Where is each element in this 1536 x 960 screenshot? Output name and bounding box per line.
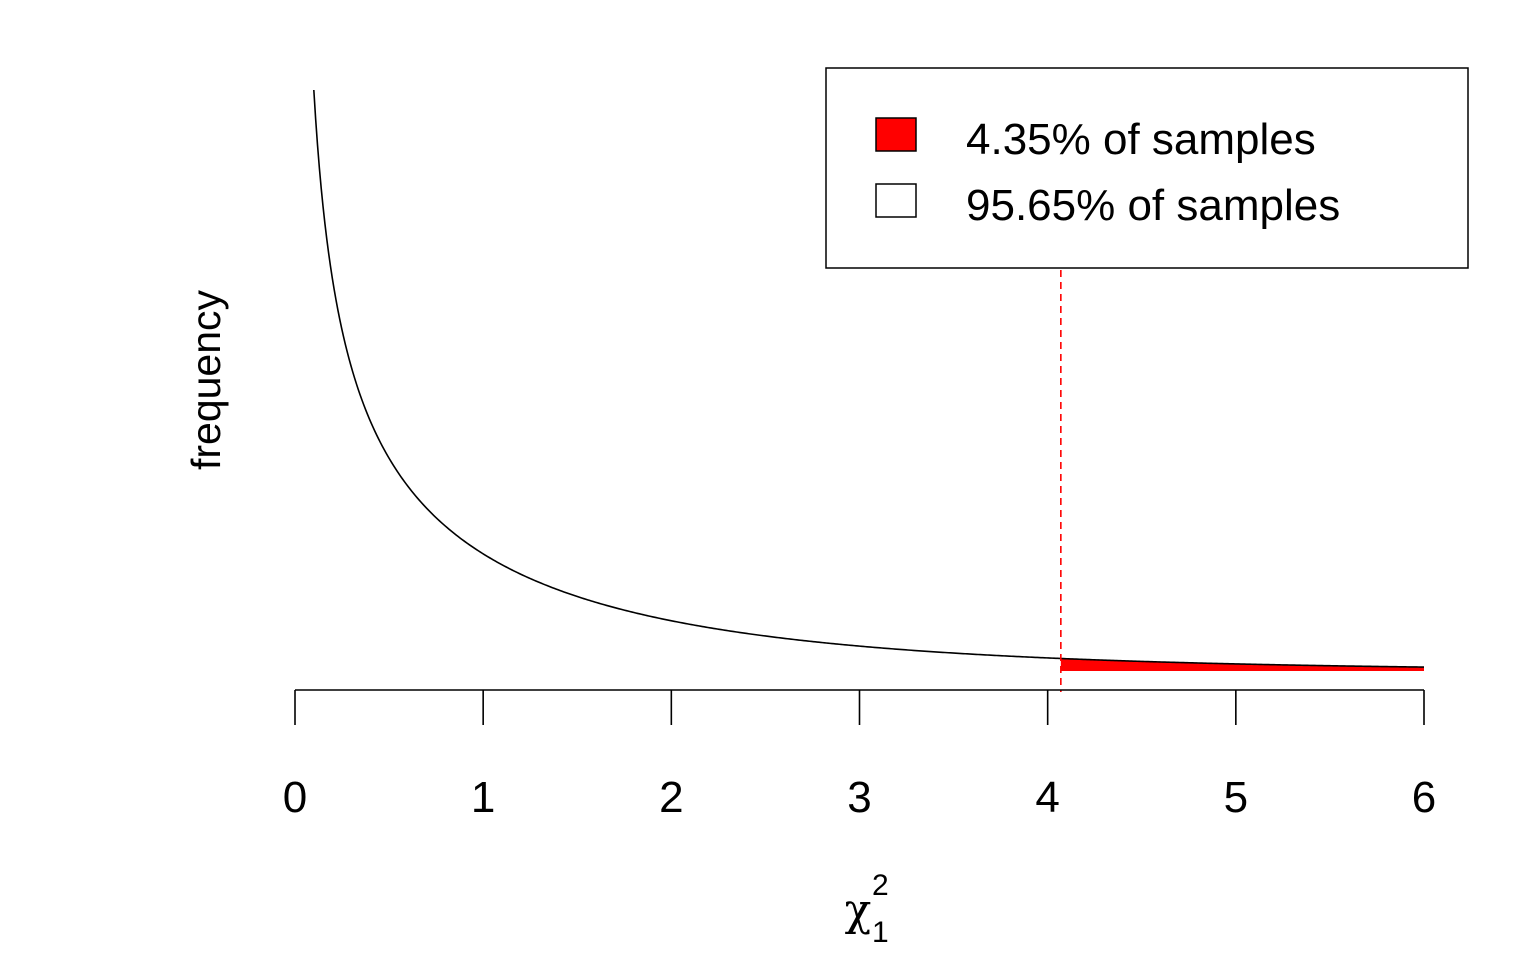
x-axis-label: χ (845, 885, 872, 936)
legend-swatch-red (875, 117, 917, 152)
density-curve (313, 89, 1425, 668)
x-axis-label-subscript: 1 (872, 916, 889, 949)
legend-label-red: 4.35% of samples (966, 115, 1316, 164)
x-tick-label: 4 (1035, 773, 1059, 822)
legend-label-white: 95.65% of samples (966, 181, 1340, 230)
x-axis-label-superscript: 2 (872, 869, 889, 902)
legend-swatch-white (875, 183, 917, 218)
x-tick-label: 5 (1224, 773, 1248, 822)
x-tick-label: 0 (283, 773, 307, 822)
legend: 4.35% of samples 95.65% of samples (825, 67, 1469, 269)
x-axis-label-main: χ (845, 885, 872, 936)
x-tick-label: 1 (471, 773, 495, 822)
x-tick-label: 2 (659, 773, 683, 822)
legend-box (825, 67, 1469, 269)
x-tick-label: 6 (1412, 773, 1436, 822)
x-tick-label: 3 (847, 773, 871, 822)
y-axis-label: frequency (183, 289, 229, 470)
x-axis: 0 1 2 3 4 5 6 (283, 689, 1436, 822)
